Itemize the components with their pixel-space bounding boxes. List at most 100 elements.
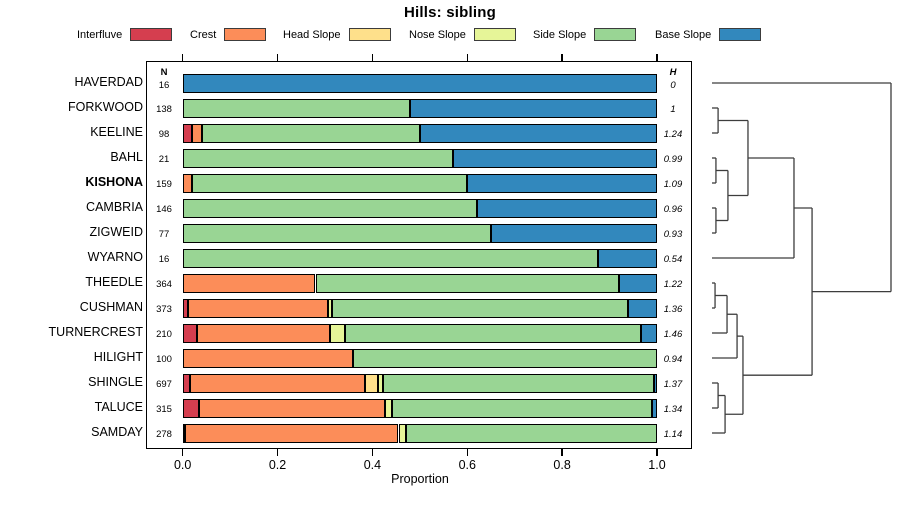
bar-segment-base-slope — [653, 373, 657, 393]
bar-segment-interfluve — [182, 373, 191, 393]
legend-swatch — [719, 28, 762, 41]
bar-segment-interfluve — [182, 423, 186, 443]
row-label: KISHONA — [85, 175, 143, 189]
bar-segment-crest — [182, 348, 354, 368]
legend-item: Head Slope — [283, 27, 391, 42]
n-value: 98 — [158, 129, 170, 140]
bar-segment-crest — [196, 323, 330, 343]
bar-segment-nose-slope — [385, 398, 392, 418]
legend-label: Interfluve — [77, 28, 123, 41]
bar-segment-nose-slope — [329, 323, 345, 343]
axis-tick-top — [182, 54, 184, 61]
bar-segment-base-slope — [628, 298, 657, 318]
h-value: 1.24 — [663, 129, 683, 140]
axis-tick-bottom — [371, 449, 374, 456]
bar-segment-base-slope — [453, 148, 657, 168]
h-value: 1.22 — [663, 279, 683, 290]
axis-tick-bottom — [182, 449, 184, 456]
axis-tick-top — [276, 54, 279, 61]
axis-tick-label: 1.0 — [648, 458, 666, 472]
h-value: 0.54 — [663, 254, 683, 265]
legend-swatch — [130, 28, 173, 41]
bar-segment-interfluve — [182, 323, 197, 343]
axis-tick-bottom — [466, 449, 468, 456]
h-value: 1.14 — [663, 429, 683, 440]
n-value: 697 — [156, 379, 172, 390]
n-value: 21 — [158, 154, 170, 165]
bar-segment-side-slope — [353, 348, 657, 368]
legend-label: Crest — [190, 28, 217, 41]
legend-label: Head Slope — [283, 28, 341, 41]
row-label: THEEDLE — [85, 275, 143, 289]
axis-tick-label: 0.4 — [363, 458, 382, 472]
legend-item: Nose Slope — [409, 27, 516, 42]
x-axis-label: Proportion — [391, 472, 449, 486]
axis-tick-top — [656, 54, 658, 61]
h-value: 0.99 — [663, 154, 683, 165]
bar-segment-base-slope — [619, 273, 657, 293]
bar-segment-crest — [199, 398, 386, 418]
row-label: CUSHMAN — [79, 300, 143, 314]
n-value: 210 — [156, 329, 172, 340]
h-value: 1 — [670, 104, 676, 115]
axis-tick-bottom — [561, 449, 563, 456]
row-label: TURNERCREST — [48, 325, 143, 339]
bar-segment-base-slope — [467, 173, 657, 193]
legend-label: Side Slope — [533, 28, 587, 41]
chart-title: Hills: sibling — [404, 4, 496, 21]
bar-segment-base-slope — [476, 198, 657, 218]
bar-segment-side-slope — [192, 173, 468, 193]
h-value: 1.46 — [663, 329, 683, 340]
bar-segment-side-slope — [391, 398, 653, 418]
bar-segment-interfluve — [182, 123, 193, 143]
bar-segment-base-slope — [652, 398, 657, 418]
h-value: 1.37 — [663, 379, 683, 390]
bar-segment-side-slope — [405, 423, 657, 443]
bar-segment-interfluve — [182, 298, 189, 318]
legend-swatch — [348, 28, 391, 41]
n-value: 278 — [156, 429, 172, 440]
row-label: FORKWOOD — [68, 100, 143, 114]
legend-swatch — [473, 28, 516, 41]
n-value: 373 — [156, 304, 172, 315]
row-label: HILIGHT — [93, 350, 143, 364]
row-label: KEELINE — [90, 125, 143, 139]
axis-tick-label: 0.0 — [173, 458, 192, 472]
axis-tick-bottom — [656, 449, 658, 456]
bar-segment-crest — [185, 423, 399, 443]
row-label: ZIGWEID — [89, 225, 143, 239]
bar-segment-head-slope — [364, 373, 378, 393]
bar-segment-side-slope — [344, 323, 641, 343]
row-label: TALUCE — [94, 400, 143, 414]
bar-segment-crest — [190, 373, 365, 393]
bar-segment-side-slope — [182, 198, 477, 218]
row-label: SHINGLE — [88, 375, 143, 389]
h-value: 0.93 — [663, 229, 683, 240]
legend-item: Side Slope — [533, 27, 637, 42]
bar-segment-side-slope — [182, 223, 491, 243]
bar-segment-interfluve — [182, 398, 200, 418]
plot-frame — [146, 61, 692, 449]
n-value: 315 — [156, 404, 172, 415]
bar-segment-side-slope — [315, 273, 620, 293]
bar-segment-side-slope — [331, 298, 629, 318]
axis-tick-label: 0.8 — [553, 458, 571, 472]
n-value: 146 — [156, 204, 172, 215]
legend-swatch — [594, 28, 637, 41]
bar-segment-base-slope — [640, 323, 657, 343]
bar-segment-nose-slope — [377, 373, 384, 393]
bar-segment-side-slope — [182, 148, 454, 168]
bar-segment-side-slope — [201, 123, 420, 143]
h-value: 0.94 — [663, 354, 683, 365]
h-value: 1.34 — [663, 404, 683, 415]
n-value: 138 — [156, 104, 172, 115]
row-label: WYARNO — [87, 250, 143, 264]
legend-label: Nose Slope — [409, 28, 466, 41]
n-value: 159 — [156, 179, 172, 190]
bar-segment-nose-slope — [398, 423, 406, 443]
bar-segment-base-slope — [419, 123, 657, 143]
bar-segment-crest — [182, 273, 316, 293]
row-label: CAMBRIA — [86, 200, 143, 214]
h-value: 0 — [670, 80, 676, 91]
